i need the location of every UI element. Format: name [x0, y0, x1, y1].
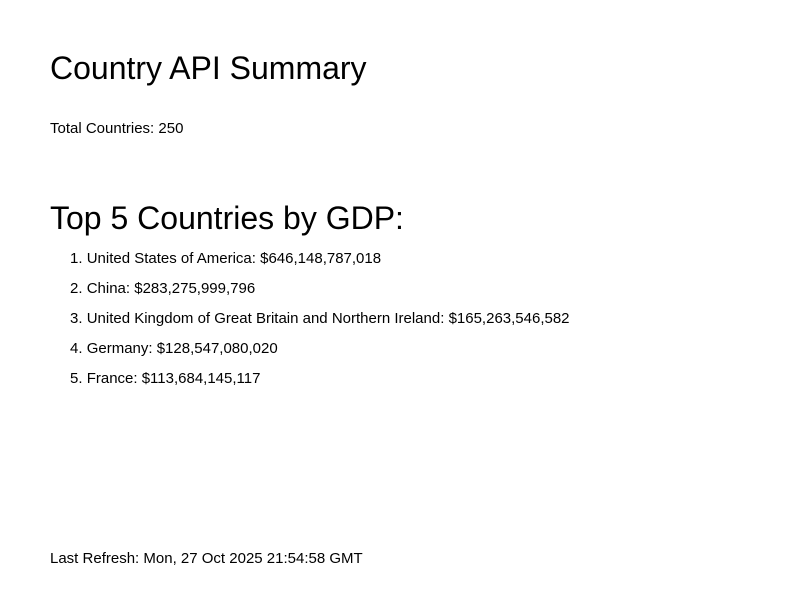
gdp-rank: 2.: [70, 280, 83, 297]
page-title: Country API Summary: [50, 50, 367, 86]
total-countries-value: 250: [158, 120, 184, 137]
gdp-value: $646,148,787,018: [260, 250, 382, 267]
gdp-value: $283,275,999,796: [134, 280, 256, 297]
total-countries-label: Total Countries:: [50, 120, 155, 137]
gdp-value: $128,547,080,020: [156, 340, 278, 357]
list-item: 1. United States of America: $646,148,78…: [70, 250, 382, 267]
last-refresh: Last Refresh: Mon, 27 Oct 2025 21:54:58 …: [50, 550, 363, 568]
gdp-rank: 5.: [70, 370, 83, 387]
gdp-value: $165,263,546,582: [448, 310, 570, 327]
gdp-country: United States of America: [86, 250, 252, 267]
gdp-country: Germany: [86, 340, 149, 357]
last-refresh-label: Last Refresh:: [50, 550, 140, 567]
list-item: 5. France: $113,684,145,117: [70, 370, 261, 387]
list-item: 2. China: $283,275,999,796: [70, 280, 256, 297]
gdp-country: United Kingdom of Great Britain and Nort…: [86, 310, 441, 327]
gdp-list: 1. United States of America: $646,148,78…: [70, 249, 570, 399]
list-item: 3. United Kingdom of Great Britain and N…: [70, 310, 570, 327]
gdp-rank: 1.: [70, 250, 83, 267]
gdp-rank: 3.: [70, 310, 83, 327]
gdp-value: $113,684,145,117: [141, 370, 261, 387]
gdp-section-title: Top 5 Countries by GDP:: [50, 200, 404, 236]
gdp-country: France: [86, 370, 134, 387]
list-item: 4. Germany: $128,547,080,020: [70, 340, 278, 357]
total-countries: Total Countries: 250: [50, 120, 183, 138]
gdp-rank: 4.: [70, 340, 83, 357]
last-refresh-value: Mon, 27 Oct 2025 21:54:58 GMT: [143, 550, 363, 567]
gdp-country: China: [86, 280, 126, 297]
